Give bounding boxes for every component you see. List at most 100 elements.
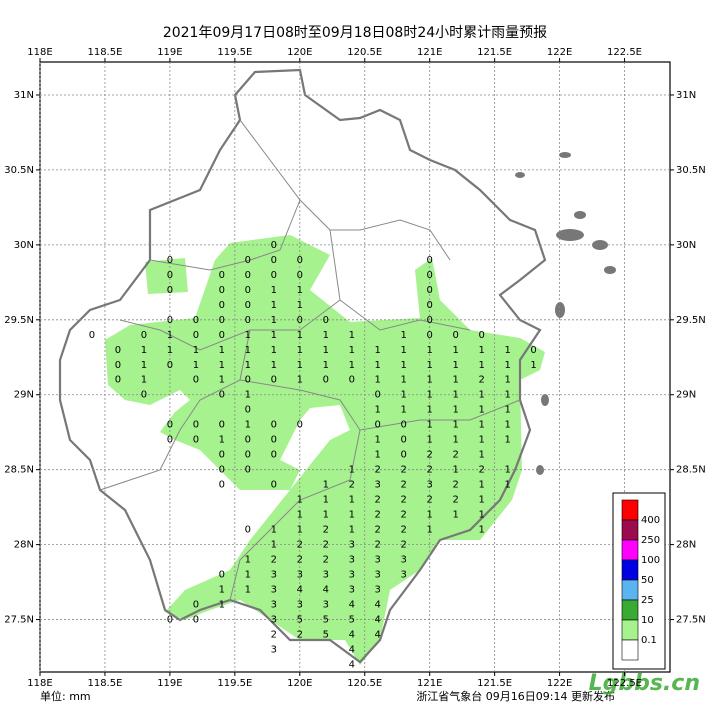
province-outline (58, 68, 547, 664)
rain-value: 2 (427, 450, 433, 461)
rain-value: 0 (401, 420, 407, 431)
rain-value: 1 (401, 360, 407, 371)
rain-value: 1 (297, 525, 303, 536)
rain-value: 1 (427, 510, 433, 521)
rain-value: 1 (245, 420, 251, 431)
rain-value: 2 (401, 510, 407, 521)
rain-value: 3 (349, 570, 355, 581)
rain-value: 0 (349, 375, 355, 386)
rain-value: 4 (375, 630, 381, 641)
rain-value: 1 (245, 555, 251, 566)
islands (515, 152, 616, 475)
rain-value: 0 (219, 285, 225, 296)
rain-value: 1 (245, 330, 251, 341)
rain-value: 1 (271, 540, 277, 551)
rain-value: 1 (427, 345, 433, 356)
issuer-label: 浙江省气象台 09月16日09:14 更新发布 (416, 689, 615, 703)
x-tick-label: 118.5E (87, 678, 122, 689)
rain-value: 1 (478, 450, 484, 461)
rain-value: 1 (452, 375, 458, 386)
rain-value: 5 (349, 615, 355, 626)
x-tick-label: 121E (417, 47, 442, 58)
rain-value: 1 (323, 480, 329, 491)
rain-value: 1 (245, 345, 251, 356)
x-tick-label: 121.5E (477, 678, 512, 689)
rain-value: 1 (452, 390, 458, 401)
rain-value: 0 (167, 315, 173, 326)
x-tick-label: 118E (27, 678, 52, 689)
rain-value: 4 (323, 585, 329, 596)
rain-value: 1 (452, 510, 458, 521)
rain-value: 1 (478, 360, 484, 371)
rain-value: 1 (167, 330, 173, 341)
rain-value: 0 (141, 390, 147, 401)
rain-value: 3 (427, 480, 433, 491)
legend-swatch (621, 499, 639, 521)
x-tick-label: 121E (417, 678, 442, 689)
rain-value: 1 (504, 345, 510, 356)
rain-value: 3 (271, 645, 277, 656)
rain-value: 1 (271, 360, 277, 371)
rain-value: 3 (323, 600, 329, 611)
rain-value: 0 (219, 465, 225, 476)
x-tick-label: 119E (157, 678, 182, 689)
rain-value: 1 (297, 345, 303, 356)
rain-value: 2 (401, 540, 407, 551)
rain-value: 1 (245, 570, 251, 581)
rain-value: 1 (349, 495, 355, 506)
rain-value: 2 (297, 630, 303, 641)
rain-value: 3 (297, 600, 303, 611)
legend-swatch (621, 579, 639, 601)
rain-value: 1 (478, 345, 484, 356)
rain-value: 0 (245, 525, 251, 536)
x-tick-label: 120.5E (347, 678, 382, 689)
rain-value: 3 (401, 555, 407, 566)
rain-value: 0 (219, 270, 225, 281)
rain-value: 2 (478, 375, 484, 386)
rain-value: 0 (219, 315, 225, 326)
rain-value: 0 (271, 435, 277, 446)
rain-value: 4 (349, 630, 355, 641)
rain-value: 0 (271, 270, 277, 281)
rain-value: 2 (375, 525, 381, 536)
rain-value: 0 (271, 420, 277, 431)
x-tick-label: 122E (547, 678, 572, 689)
rain-value: 3 (349, 555, 355, 566)
rain-value: 0 (427, 300, 433, 311)
rain-value: 0 (245, 405, 251, 416)
rain-value: 0 (271, 375, 277, 386)
rain-value: 1 (141, 375, 147, 386)
rain-value: 0 (167, 420, 173, 431)
rain-value: 5 (323, 615, 329, 626)
y-tick-label: 29N (14, 390, 34, 401)
rain-value: 0 (167, 435, 173, 446)
rain-value: 1 (245, 390, 251, 401)
x-tick-label: 122.5E (607, 47, 642, 58)
rain-value: 0 (193, 330, 199, 341)
rain-value: 2 (401, 495, 407, 506)
legend-label: 0.1 (641, 635, 657, 646)
rain-value: 0 (271, 480, 277, 491)
legend-label: 50 (641, 575, 654, 586)
rain-value: 0 (193, 420, 199, 431)
rain-value: 3 (375, 585, 381, 596)
y-tick-label: 29N (676, 390, 696, 401)
rain-value: 0 (297, 270, 303, 281)
rain-value: 1 (452, 435, 458, 446)
rain-value: 1 (478, 405, 484, 416)
rain-value: 0 (427, 285, 433, 296)
legend-label: 400 (641, 515, 660, 526)
rain-value: 3 (297, 570, 303, 581)
rain-value: 1 (219, 585, 225, 596)
rain-value: 0 (219, 330, 225, 341)
y-tick-label: 27.5N (4, 615, 34, 626)
rain-value: 1 (297, 360, 303, 371)
rain-value: 1 (193, 360, 199, 371)
legend-label: 250 (641, 535, 660, 546)
rain-value: 0 (245, 375, 251, 386)
rain-value: 0 (297, 255, 303, 266)
x-tick-label: 118.5E (87, 47, 122, 58)
rain-value: 0 (297, 315, 303, 326)
rain-value: 1 (219, 435, 225, 446)
rain-value: 0 (297, 420, 303, 431)
